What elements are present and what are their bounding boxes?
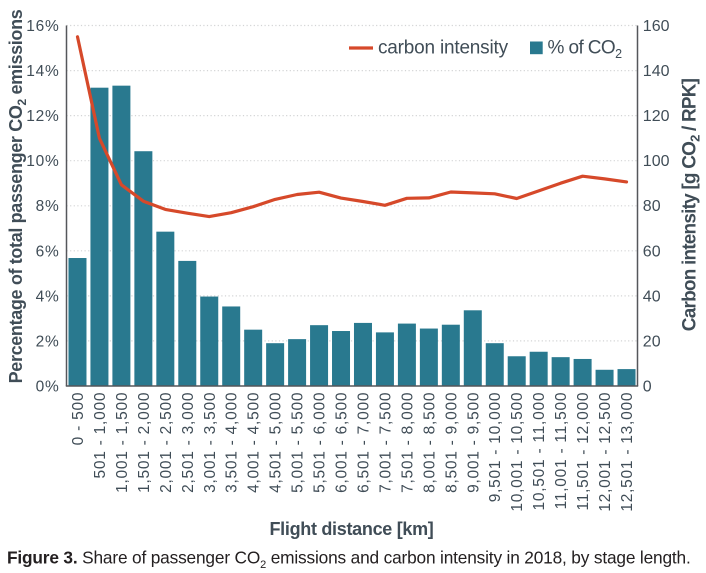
svg-text:carbon intensity: carbon intensity <box>378 38 509 59</box>
svg-text:5,001 - 5,500: 5,001 - 5,500 <box>290 392 307 493</box>
svg-text:140: 140 <box>643 63 670 80</box>
svg-text:80: 80 <box>643 198 661 215</box>
svg-text:14%: 14% <box>26 63 59 80</box>
svg-text:7,001 - 7,500: 7,001 - 7,500 <box>377 392 394 493</box>
svg-text:8%: 8% <box>36 198 60 215</box>
svg-text:11,501 - 12,000: 11,501 - 12,000 <box>575 392 592 511</box>
svg-text:Flight distance [km]: Flight distance [km] <box>269 519 433 539</box>
svg-text:120: 120 <box>643 108 670 125</box>
svg-text:Figure 3. Share of passenger C: Figure 3. Share of passenger CO2 emissio… <box>7 548 691 572</box>
svg-text:6%: 6% <box>36 243 60 260</box>
svg-text:4,001 - 4,500: 4,001 - 4,500 <box>246 392 263 493</box>
svg-text:5,501 - 6,000: 5,501 - 6,000 <box>312 392 329 493</box>
svg-text:16%: 16% <box>26 18 59 35</box>
svg-text:40: 40 <box>643 288 661 305</box>
svg-text:12%: 12% <box>26 108 59 125</box>
svg-text:10%: 10% <box>26 153 59 170</box>
svg-text:6,501 - 7,000: 6,501 - 7,000 <box>356 392 373 493</box>
svg-text:2,501 - 3,000: 2,501 - 3,000 <box>180 392 197 493</box>
svg-text:2%: 2% <box>36 333 60 350</box>
svg-text:10,501 - 11,000: 10,501 - 11,000 <box>531 392 548 511</box>
svg-text:0 - 500: 0 - 500 <box>70 392 87 446</box>
svg-text:60: 60 <box>643 243 661 260</box>
svg-text:20: 20 <box>643 333 661 350</box>
svg-text:0: 0 <box>643 379 652 396</box>
svg-text:7,501 - 8,000: 7,501 - 8,000 <box>399 392 416 493</box>
svg-text:501 - 1,000: 501 - 1,000 <box>92 392 109 479</box>
svg-text:8,001 - 8,500: 8,001 - 8,500 <box>421 392 438 493</box>
svg-text:4,501 - 5,000: 4,501 - 5,000 <box>268 392 285 493</box>
svg-text:% of CO2: % of CO2 <box>548 38 623 62</box>
svg-text:6,001 - 6,500: 6,001 - 6,500 <box>334 392 351 493</box>
svg-text:9,501 - 10,000: 9,501 - 10,000 <box>487 392 504 502</box>
svg-text:8,501 - 9,000: 8,501 - 9,000 <box>443 392 460 493</box>
svg-text:0%: 0% <box>36 379 60 396</box>
svg-text:1,001 - 1,500: 1,001 - 1,500 <box>114 392 131 493</box>
svg-text:12,001 - 12,500: 12,001 - 12,500 <box>597 392 614 512</box>
svg-text:2,001 - 2,500: 2,001 - 2,500 <box>158 392 175 493</box>
svg-text:1,501 - 2,000: 1,501 - 2,000 <box>136 392 153 493</box>
svg-text:11,001 - 11,500: 11,001 - 11,500 <box>553 392 570 510</box>
svg-text:160: 160 <box>643 18 670 35</box>
svg-text:Percentage of total passenger: Percentage of total passenger CO2 emissi… <box>6 9 29 383</box>
svg-text:12,501 - 13,000: 12,501 - 13,000 <box>619 392 636 512</box>
svg-text:3,501 - 4,000: 3,501 - 4,000 <box>224 392 241 493</box>
svg-text:3,001 - 3,500: 3,001 - 3,500 <box>202 392 219 493</box>
svg-text:100: 100 <box>643 153 670 170</box>
svg-text:10,001 - 10,500: 10,001 - 10,500 <box>509 392 526 512</box>
svg-text:9,001 - 9,500: 9,001 - 9,500 <box>465 392 482 493</box>
svg-text:Carbon intensity [g CO2 / RPK]: Carbon intensity [g CO2 / RPK] <box>680 78 703 331</box>
svg-text:4%: 4% <box>36 288 60 305</box>
